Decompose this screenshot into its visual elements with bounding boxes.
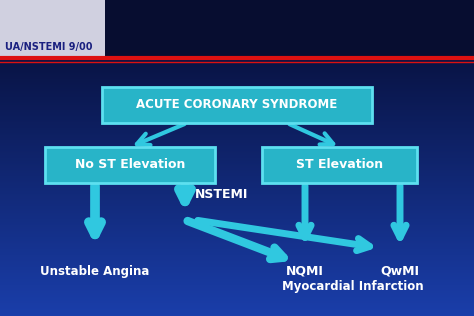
Text: ST Elevation: ST Elevation [296, 159, 383, 172]
FancyBboxPatch shape [263, 147, 418, 183]
FancyBboxPatch shape [102, 87, 372, 123]
Bar [0, 0, 105, 58]
Text: Unstable Angina: Unstable Angina [40, 265, 150, 278]
Text: ACUTE CORONARY SYNDROME: ACUTE CORONARY SYNDROME [137, 99, 337, 112]
Text: UA/NSTEMI 9/00: UA/NSTEMI 9/00 [5, 42, 92, 52]
Text: QwMI: QwMI [381, 265, 419, 278]
FancyBboxPatch shape [45, 147, 215, 183]
Text: No ST Elevation: No ST Elevation [75, 159, 185, 172]
Text: NQMI: NQMI [286, 265, 324, 278]
Bar [0, 0, 474, 58]
Text: NSTEMI: NSTEMI [195, 189, 248, 202]
Text: Myocardial Infarction: Myocardial Infarction [282, 280, 423, 293]
